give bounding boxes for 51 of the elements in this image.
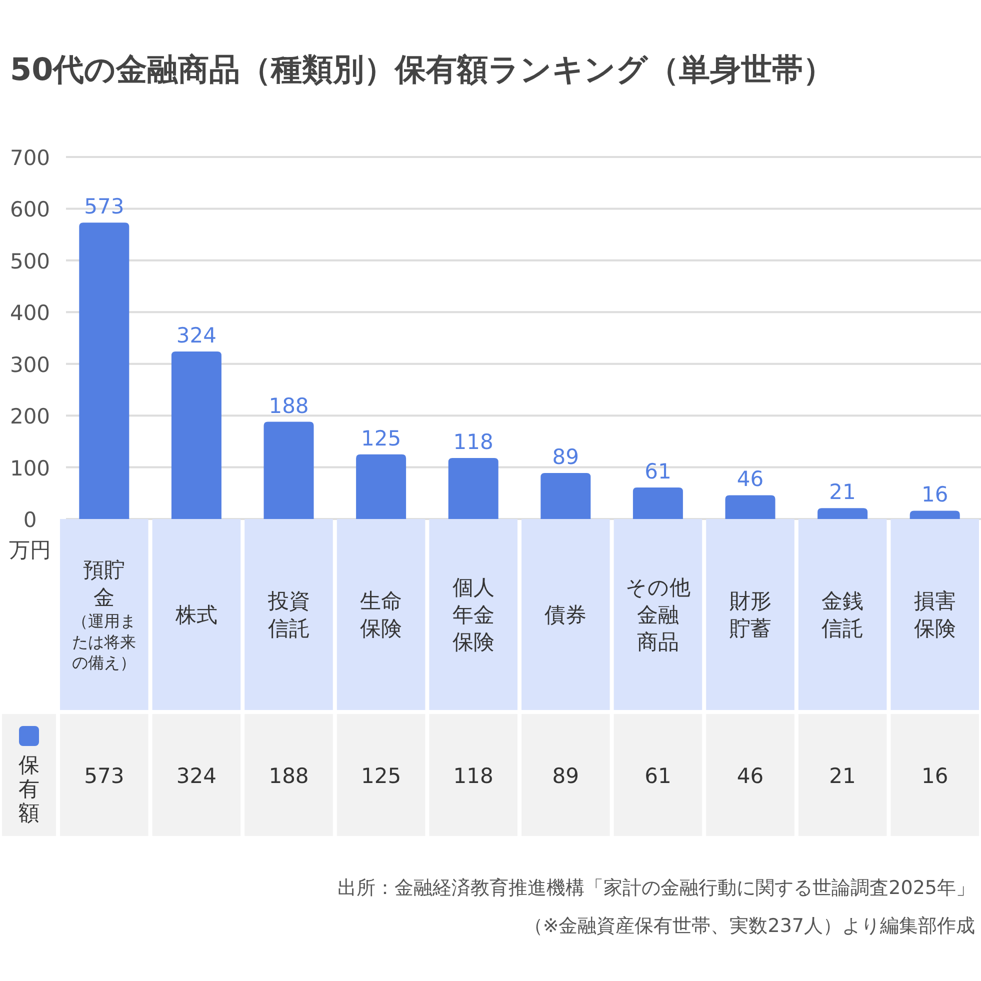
x-tick-label: 損害保険	[914, 589, 956, 640]
chart-title: 50代の金融商品（種類別）保有額ランキング（単身世帯）	[10, 52, 834, 88]
x-tick-label: その他金融商品	[625, 576, 690, 654]
bar	[540, 472, 591, 519]
text: 46	[736, 467, 764, 492]
x-tick-label: 投資信託	[266, 589, 310, 640]
y-tick-label: 300	[10, 352, 50, 377]
bar	[448, 458, 498, 519]
text: 16	[921, 482, 948, 507]
data-label: 16	[921, 764, 948, 788]
bar	[632, 487, 683, 519]
data-label: 573	[84, 764, 124, 788]
text: 573	[84, 194, 124, 219]
y-tick-label: 500	[10, 249, 50, 274]
x-tick-label: 株式	[174, 602, 218, 627]
data-label: 125	[361, 764, 402, 788]
bar	[818, 508, 868, 519]
data-label: 188	[268, 764, 309, 788]
bar	[356, 454, 406, 519]
data-label: 61	[644, 764, 672, 788]
data-label: 324	[176, 764, 216, 788]
bar	[264, 422, 314, 519]
data-label: 21	[829, 764, 856, 788]
legend-label: 保有額	[18, 753, 40, 825]
bar	[725, 495, 776, 519]
y-tick-label: 200	[10, 404, 50, 429]
x-tick-label: 債券	[544, 602, 587, 627]
text: （※金融資産保有世帯、実数237人）より編集部作成	[524, 915, 975, 937]
data-label: 46	[736, 764, 764, 788]
x-tick-label: 個人年金保険	[452, 576, 494, 654]
y-tick-label: 400	[10, 301, 50, 326]
text: 188	[268, 394, 309, 418]
x-tick-label: 財形貯蓄	[729, 589, 772, 640]
x-tick-label: 生命保険	[360, 589, 402, 640]
text: 21	[829, 480, 856, 504]
text: 89	[552, 444, 580, 469]
data-label: 89	[552, 764, 580, 788]
y-tick-label: 700	[10, 146, 50, 170]
text: 324	[176, 323, 216, 348]
text: 118	[453, 430, 494, 454]
data-label: 118	[453, 764, 494, 788]
x-tick-label: 金銭信託	[822, 589, 864, 640]
bar	[910, 510, 960, 519]
text: 出所：金融経済教育推進機構「家計の金融行動に関する世論調査2025年」	[338, 877, 975, 899]
x-tick-label: 預貯金（運用または将来の備え）	[72, 558, 136, 672]
y-tick-label: 0	[23, 508, 37, 532]
y-tick-label: 100	[10, 456, 50, 480]
text: 61	[644, 459, 672, 484]
y-tick-label: 600	[10, 198, 50, 222]
y-axis-title: 万円	[9, 538, 51, 562]
text: 125	[361, 426, 402, 450]
